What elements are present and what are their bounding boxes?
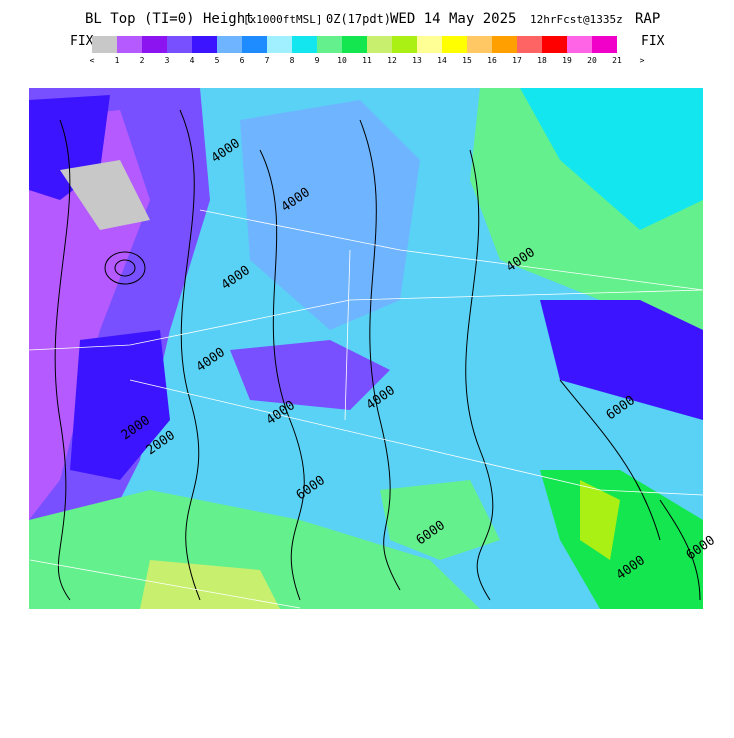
legend-left: FIX — [70, 34, 94, 49]
legend-swatch — [192, 36, 217, 53]
field-region — [580, 480, 620, 560]
legend-label: 3 — [165, 56, 170, 65]
legend-swatch — [517, 36, 542, 53]
field-region — [70, 330, 170, 480]
legend-label: 10 — [337, 56, 347, 65]
legend-label: 5 — [215, 56, 220, 65]
legend-label: 19 — [562, 56, 572, 65]
legend-swatch — [167, 36, 192, 53]
legend-swatch — [392, 36, 417, 53]
legend-swatch — [117, 36, 142, 53]
legend-swatch — [492, 36, 517, 53]
legend-label: > — [640, 56, 645, 65]
legend-swatch — [442, 36, 467, 53]
legend-swatch — [292, 36, 317, 53]
legend-label: 9 — [315, 56, 320, 65]
title-part: WED 14 May 2025 — [390, 11, 516, 27]
legend-label: < — [90, 56, 95, 65]
legend-label: 17 — [512, 56, 522, 65]
field-region — [140, 560, 280, 609]
legend-swatch — [592, 36, 617, 53]
legend-label: 12 — [387, 56, 397, 65]
legend-label: 16 — [487, 56, 497, 65]
legend-swatch — [267, 36, 292, 53]
field-region — [230, 340, 390, 410]
legend-label: 20 — [587, 56, 597, 65]
legend-label: 18 — [537, 56, 547, 65]
field-region — [240, 100, 420, 330]
legend-swatch — [217, 36, 242, 53]
legend-label: 1 — [115, 56, 120, 65]
legend-swatch — [242, 36, 267, 53]
legend-label: 21 — [612, 56, 622, 65]
legend-swatch — [342, 36, 367, 53]
legend-label: 2 — [140, 56, 145, 65]
boundaries — [29, 209, 703, 609]
legend-label: 4 — [190, 56, 195, 65]
field-region — [60, 160, 150, 230]
legend-label: 14 — [437, 56, 447, 65]
legend-swatch — [417, 36, 442, 53]
title-part: RAP — [635, 11, 660, 27]
legend-label: 7 — [265, 56, 270, 65]
title-part: BL Top (TI=0) Height — [85, 11, 254, 27]
title-part: 12hrFcst@1335z — [530, 13, 623, 26]
legend-swatch — [367, 36, 392, 53]
legend-label: 11 — [362, 56, 372, 65]
field-region — [520, 88, 703, 230]
legend: FIX FIX< 1 2 3 4 5 6 7 8 9 10 11 12 13 14 15 16 17 18 19 20 21… — [70, 34, 665, 65]
title-part: [x1000ftMSL] — [243, 13, 322, 26]
legend-swatch — [142, 36, 167, 53]
field-region — [29, 490, 480, 609]
legend-label: 8 — [290, 56, 295, 65]
legend-label: 6 — [240, 56, 245, 65]
legend-swatch — [567, 36, 592, 53]
legend-swatch — [317, 36, 342, 53]
legend-label: 15 — [462, 56, 472, 65]
legend-swatch — [92, 36, 117, 53]
title: BL Top (TI=0) Height[x1000ftMSL] 0Z(17pdt… — [85, 11, 660, 27]
title-part: 0Z(17pdt) — [326, 12, 391, 26]
field-region — [380, 480, 500, 560]
legend-label: 13 — [412, 56, 422, 65]
legend-right: FIX — [641, 34, 665, 49]
legend-swatch — [467, 36, 492, 53]
legend-swatch — [542, 36, 567, 53]
contours — [54, 109, 701, 601]
field-region — [540, 300, 703, 420]
